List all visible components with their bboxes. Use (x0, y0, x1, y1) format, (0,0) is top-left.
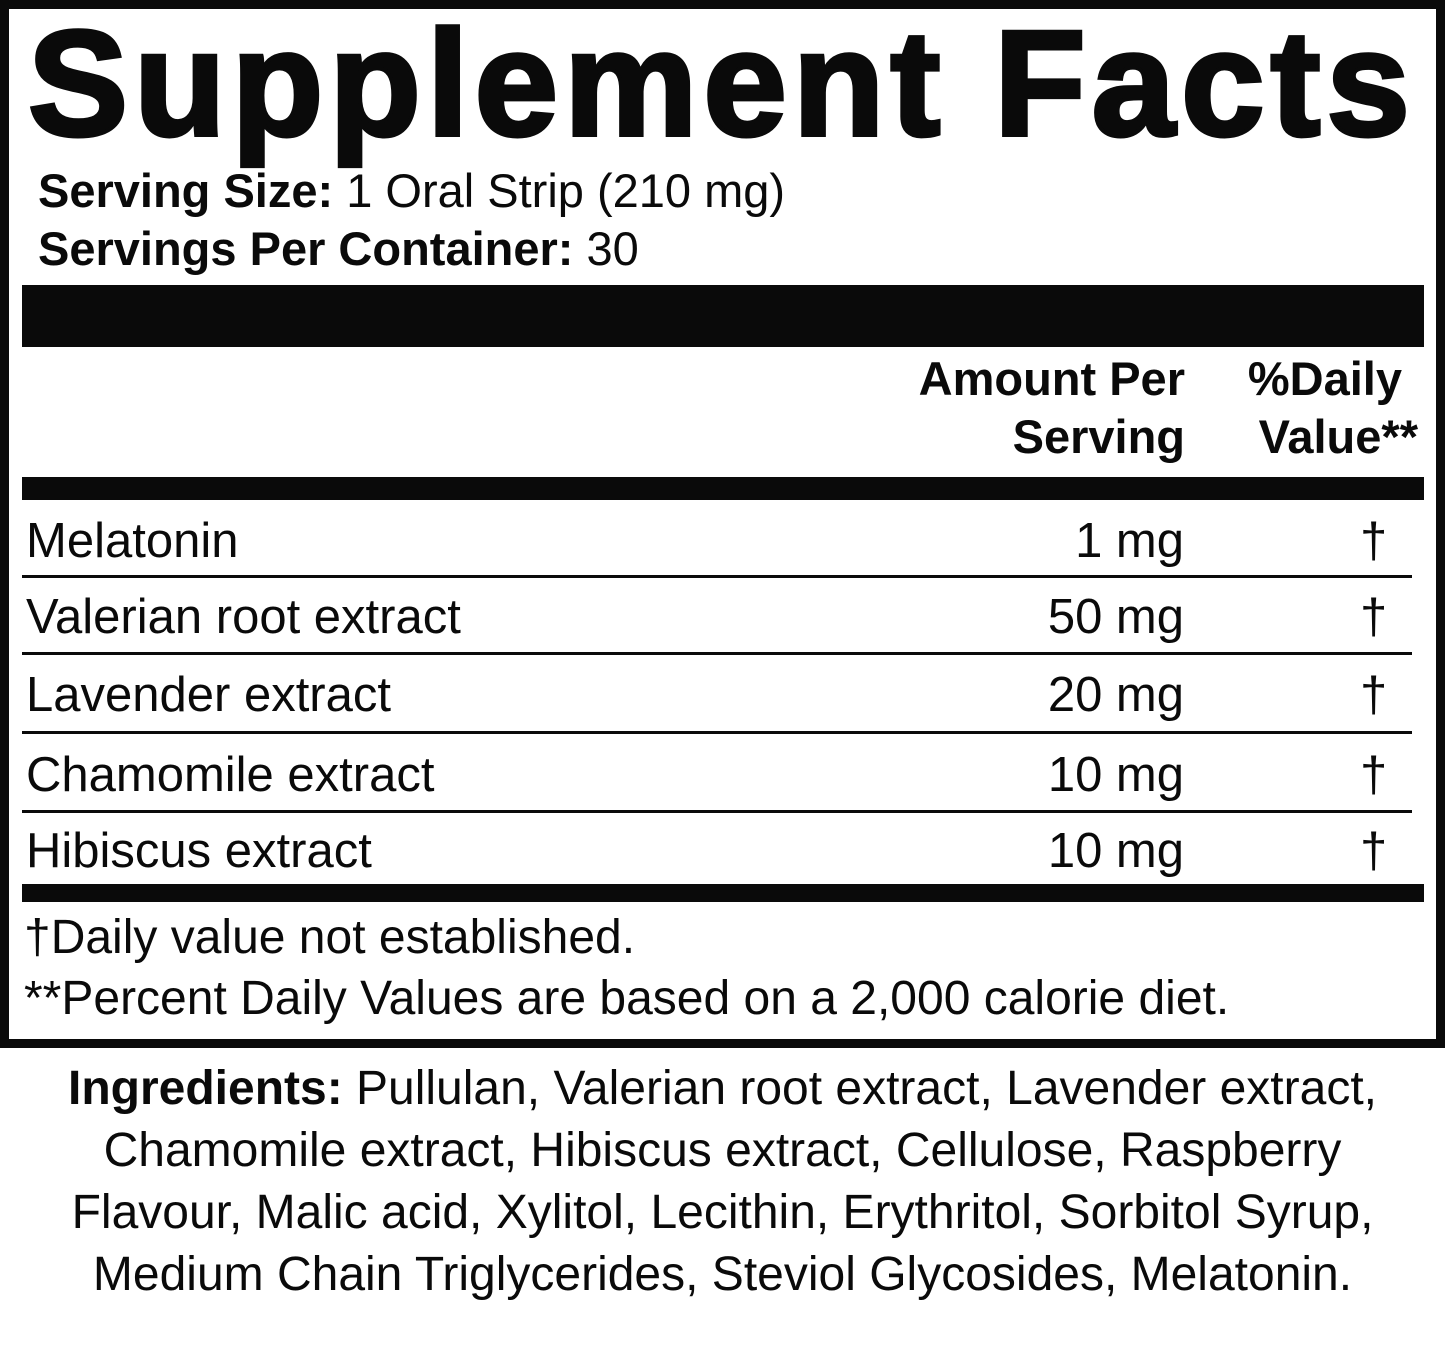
nutrient-dv: † (1360, 668, 1388, 722)
servings-per-container-value: 30 (586, 222, 639, 275)
serving-size-label: Serving Size: (38, 164, 334, 217)
servings-per-container: Servings Per Container: 30 (38, 221, 639, 277)
dv-header-line2: Value** (1258, 410, 1418, 463)
nutrient-name: Chamomile extract (26, 748, 435, 802)
footnote-daily-value: †Daily value not established. (24, 911, 636, 964)
ingredients-label: Ingredients: (67, 1062, 343, 1115)
ingredients-statement: Ingredients: Pullulan, Valerian root ext… (20, 1058, 1425, 1306)
nutrient-amount: 10 mg (1047, 748, 1184, 802)
nutrient-name: Melatonin (26, 514, 239, 568)
nutrient-name: Valerian root extract (26, 590, 461, 644)
amount-header-line1: Amount Per (918, 352, 1185, 405)
servings-per-container-label: Servings Per Container: (38, 222, 574, 275)
serving-size-value: 1 Oral Strip (210 mg) (346, 164, 786, 217)
nutrient-amount: 10 mg (1047, 824, 1184, 878)
nutrient-amount: 20 mg (1047, 668, 1184, 722)
serving-size: Serving Size: 1 Oral Strip (210 mg) (38, 163, 785, 219)
bottom-divider (22, 884, 1424, 902)
row-divider (22, 652, 1412, 655)
daily-value-header: %Daily Value** (1248, 350, 1418, 466)
footnote-percent-daily: **Percent Daily Values are based on a 2,… (24, 972, 1230, 1025)
row-divider (22, 810, 1412, 813)
row-divider (22, 731, 1412, 734)
panel-title: Supplement Facts (26, 0, 1416, 169)
nutrient-amount: 50 mg (1047, 590, 1184, 644)
nutrient-dv: † (1360, 824, 1388, 878)
nutrient-name: Hibiscus extract (26, 824, 372, 878)
nutrient-dv: † (1360, 590, 1388, 644)
nutrient-dv: † (1360, 514, 1388, 568)
row-divider (22, 575, 1412, 578)
thick-divider (22, 285, 1424, 347)
ingredients-text: Pullulan, Valerian root extract, Lavende… (71, 1062, 1377, 1301)
amount-per-serving-header: Amount Per Serving (919, 350, 1185, 466)
header-divider (22, 477, 1424, 500)
nutrient-dv: † (1360, 748, 1388, 802)
dv-header-line1: %Daily (1247, 352, 1402, 405)
supplement-facts-panel (0, 0, 1445, 1048)
nutrient-amount: 1 mg (1075, 514, 1184, 568)
amount-header-line2: Serving (1012, 410, 1185, 463)
nutrient-name: Lavender extract (26, 668, 391, 722)
